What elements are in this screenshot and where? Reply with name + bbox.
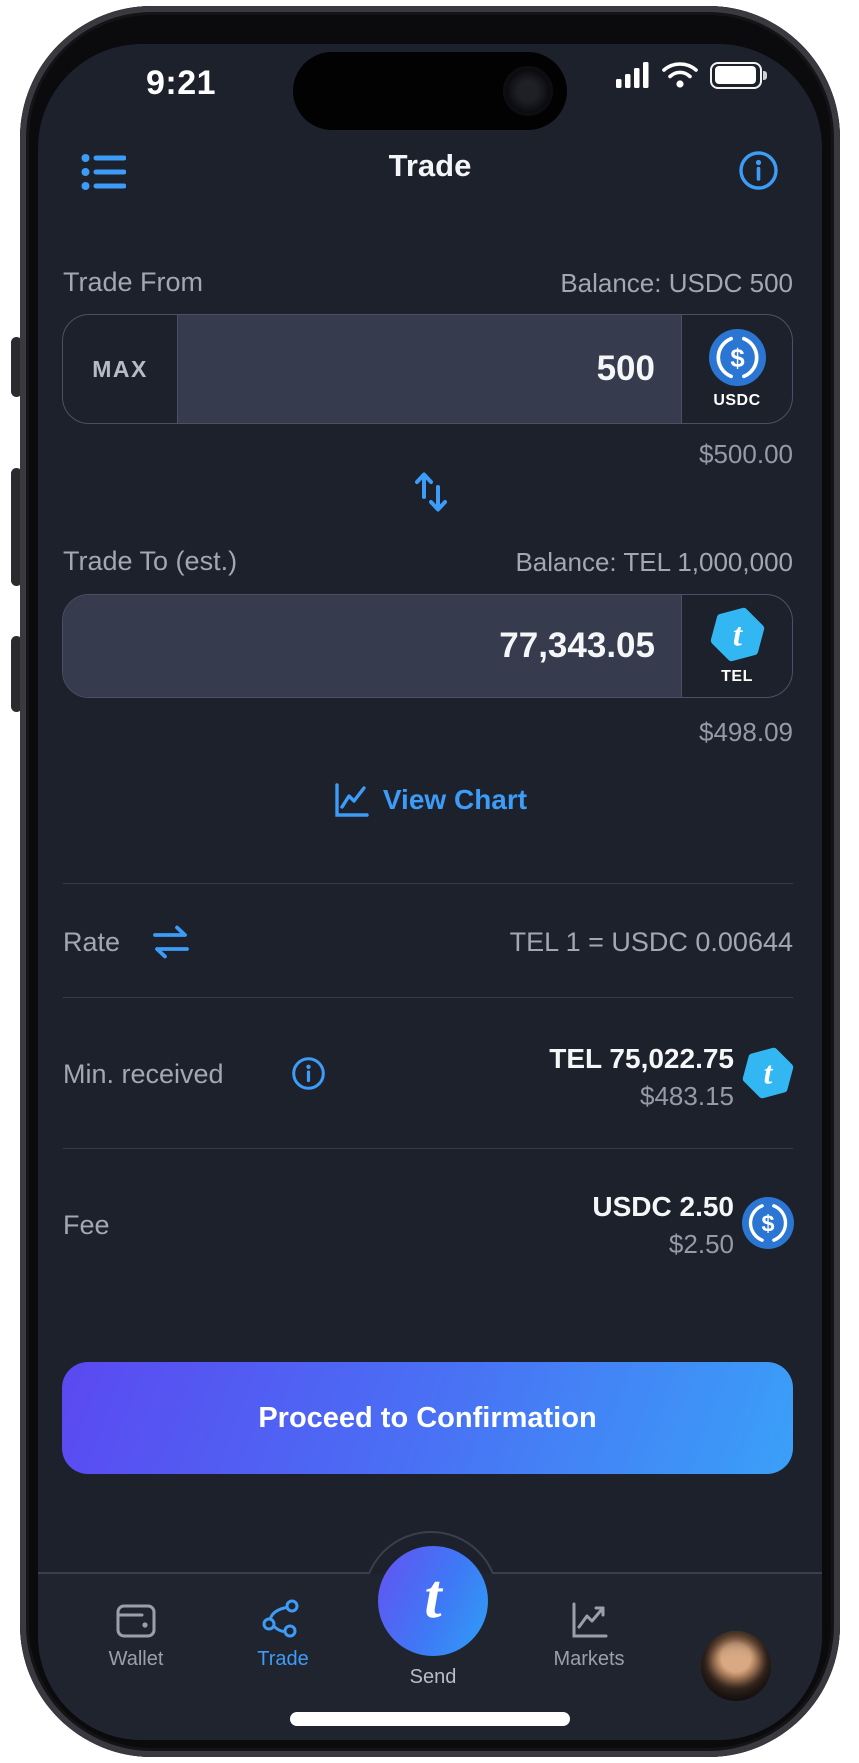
fee-value: USDC 2.50	[592, 1191, 734, 1222]
trade-to-balance: Balance: TEL 1,000,000	[515, 547, 793, 577]
nav-item-markets[interactable]: Markets	[529, 1600, 649, 1671]
min-received-info-icon[interactable]	[291, 1056, 326, 1091]
status-icons	[616, 60, 767, 90]
volume-up-button	[11, 468, 22, 586]
min-received-label: Min. received	[63, 1059, 224, 1089]
page-title: Trade	[388, 148, 472, 183]
trade-to-token-label: TEL	[721, 667, 753, 685]
action-button	[11, 337, 22, 397]
fee-label: Fee	[63, 1210, 110, 1240]
rate-label: Rate	[63, 927, 121, 957]
trade-from-label: Trade From	[63, 267, 204, 297]
divider	[63, 997, 793, 998]
trade-from-fiat-value: $500.00	[699, 439, 793, 469]
app-screen: 9:21	[38, 44, 822, 1740]
trade-cycle-icon	[262, 1599, 299, 1638]
usdc-coin-icon: $	[742, 1197, 794, 1249]
trade-from-balance: Balance: USDC 500	[560, 268, 793, 298]
nav-item-trade[interactable]: Trade	[223, 1598, 343, 1671]
info-icon[interactable]	[738, 150, 779, 191]
telcoin-logo: t	[424, 1563, 442, 1631]
wifi-icon	[662, 62, 698, 88]
volume-down-button	[11, 636, 22, 712]
proceed-button[interactable]: Proceed to Confirmation	[62, 1362, 793, 1474]
svg-text:$: $	[761, 1210, 774, 1236]
nav-label-trade: Trade	[257, 1648, 309, 1670]
nav-label-markets: Markets	[553, 1648, 625, 1670]
trade-to-label: Trade To (est.)	[63, 546, 238, 576]
trade-from-amount-input[interactable]: 500	[178, 315, 681, 423]
send-center-button[interactable]: t	[378, 1546, 488, 1656]
home-indicator[interactable]	[290, 1712, 570, 1726]
fee-values: USDC 2.50 $2.50	[592, 1191, 734, 1260]
trade-to-box: 77,343.05 t TEL	[62, 594, 793, 698]
front-camera	[503, 66, 553, 116]
tel-coin-icon: t	[742, 1047, 794, 1099]
profile-avatar[interactable]	[701, 1631, 771, 1701]
invert-rate-icon[interactable]	[150, 922, 192, 962]
trade-from-token-label: USDC	[713, 391, 761, 409]
trade-to-fiat-value: $498.09	[699, 717, 793, 747]
status-time: 9:21	[145, 64, 217, 102]
svg-text:$: $	[730, 344, 744, 372]
wallet-icon	[116, 1604, 156, 1638]
swap-direction-icon[interactable]	[409, 469, 453, 515]
tel-coin-icon: t	[710, 607, 764, 661]
svg-text:t: t	[764, 1055, 774, 1090]
dynamic-island	[293, 52, 567, 130]
view-chart-link[interactable]: View Chart	[38, 782, 822, 818]
trade-from-token-selector[interactable]: $ USDC	[681, 315, 792, 423]
trade-to-token-selector[interactable]: t TEL	[681, 595, 792, 697]
svg-text:t: t	[732, 617, 742, 653]
min-received-values: TEL 75,022.75 $483.15	[549, 1043, 734, 1112]
phone-frame: 9:21	[20, 6, 840, 1757]
min-received-value: TEL 75,022.75	[549, 1043, 734, 1074]
nav-label-wallet: Wallet	[108, 1648, 164, 1670]
trade-to-amount-input[interactable]: 77,343.05	[63, 595, 681, 697]
fee-fiat: $2.50	[668, 1229, 734, 1259]
battery-icon	[710, 61, 767, 89]
chart-line-icon	[335, 783, 369, 817]
max-button[interactable]: MAX	[63, 315, 178, 423]
divider	[63, 883, 793, 884]
min-received-fiat: $483.15	[640, 1081, 734, 1111]
rate-value: TEL 1 = USDC 0.00644	[509, 927, 793, 957]
usdc-coin-icon: $	[708, 328, 766, 386]
markets-chart-icon	[572, 1602, 608, 1638]
cellular-signal-icon	[616, 62, 649, 88]
menu-list-icon[interactable]	[81, 150, 126, 195]
nav-item-wallet[interactable]: Wallet	[76, 1602, 196, 1671]
nav-label-send[interactable]: Send	[409, 1666, 457, 1688]
view-chart-label: View Chart	[382, 784, 528, 815]
divider	[63, 1148, 793, 1149]
trade-from-box: MAX 500 $ USDC	[62, 314, 793, 424]
